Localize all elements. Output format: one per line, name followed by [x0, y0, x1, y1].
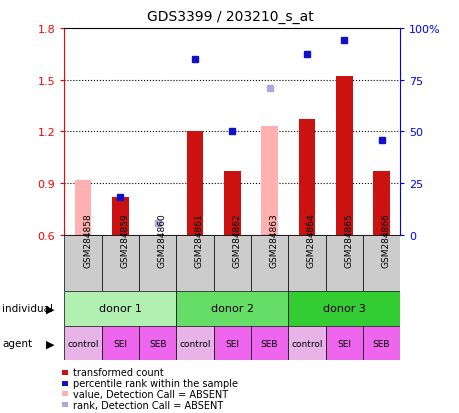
Text: SEB: SEB — [372, 339, 389, 348]
Text: agent: agent — [2, 338, 32, 349]
Bar — [64, 291, 176, 326]
Bar — [362, 235, 399, 291]
Text: GSM284862: GSM284862 — [232, 213, 241, 267]
Bar — [139, 326, 176, 361]
Bar — [64, 235, 101, 291]
Text: SEB: SEB — [149, 339, 166, 348]
Text: donor 2: donor 2 — [210, 304, 253, 314]
Text: rank, Detection Call = ABSENT: rank, Detection Call = ABSENT — [73, 400, 223, 410]
Text: ▶: ▶ — [45, 338, 54, 349]
Text: individual: individual — [2, 304, 53, 314]
Bar — [298, 120, 314, 235]
Text: GSM284861: GSM284861 — [195, 213, 203, 267]
Bar — [362, 326, 399, 361]
Bar — [325, 326, 362, 361]
Text: GSM284858: GSM284858 — [83, 213, 92, 267]
Text: GSM284865: GSM284865 — [343, 213, 353, 267]
Bar — [112, 197, 129, 235]
Bar — [288, 235, 325, 291]
Text: GDS3399 / 203210_s_at: GDS3399 / 203210_s_at — [146, 10, 313, 24]
Bar — [176, 291, 288, 326]
Text: control: control — [179, 339, 210, 348]
Bar — [186, 132, 203, 235]
Text: SEI: SEI — [336, 339, 351, 348]
Text: GSM284860: GSM284860 — [157, 213, 166, 267]
Text: percentile rank within the sample: percentile rank within the sample — [73, 378, 238, 388]
Bar — [101, 235, 139, 291]
Text: donor 3: donor 3 — [322, 304, 365, 314]
Text: SEI: SEI — [225, 339, 239, 348]
Bar — [261, 127, 277, 235]
Text: SEB: SEB — [260, 339, 278, 348]
Text: SEI: SEI — [113, 339, 127, 348]
Text: GSM284866: GSM284866 — [381, 213, 390, 267]
Bar — [101, 326, 139, 361]
Text: ▶: ▶ — [45, 304, 54, 314]
Text: transformed count: transformed count — [73, 368, 163, 377]
Bar — [74, 180, 91, 235]
Bar — [176, 326, 213, 361]
Text: control: control — [291, 339, 322, 348]
Bar — [176, 235, 213, 291]
Bar — [64, 326, 101, 361]
Text: donor 1: donor 1 — [99, 304, 141, 314]
Bar — [372, 172, 389, 235]
Text: GSM284864: GSM284864 — [306, 213, 315, 267]
Bar — [139, 235, 176, 291]
Text: GSM284859: GSM284859 — [120, 213, 129, 267]
Bar — [224, 172, 240, 235]
Bar — [213, 235, 251, 291]
Bar — [288, 326, 325, 361]
Text: GSM284863: GSM284863 — [269, 213, 278, 267]
Bar — [288, 291, 399, 326]
Text: value, Detection Call = ABSENT: value, Detection Call = ABSENT — [73, 389, 228, 399]
Bar — [213, 326, 251, 361]
Bar — [325, 235, 362, 291]
Bar — [335, 77, 352, 235]
Bar — [251, 326, 288, 361]
Text: control: control — [67, 339, 99, 348]
Bar — [251, 235, 288, 291]
